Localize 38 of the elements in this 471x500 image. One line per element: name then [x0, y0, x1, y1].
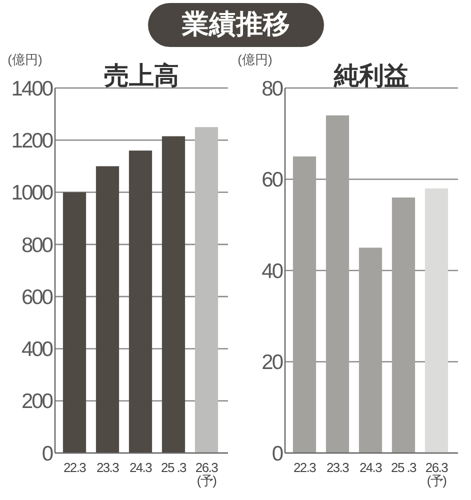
- bar: [62, 192, 86, 453]
- y-tick-label: 400: [21, 338, 53, 362]
- y-tick-label: 60: [262, 168, 283, 192]
- y-tick-label: 200: [21, 390, 53, 414]
- bar: [162, 136, 186, 453]
- y-tick-label: 80: [262, 77, 283, 100]
- bar: [392, 198, 416, 453]
- bar: [424, 188, 448, 453]
- y-tick-label: 1400: [11, 77, 53, 100]
- x-tick-label: 22.3: [63, 460, 86, 475]
- y-tick-label: 20: [262, 351, 283, 374]
- y-tick-label: 600: [21, 286, 53, 309]
- y-tick-label: 0: [272, 442, 283, 466]
- x-tick-label: 23.3: [326, 460, 350, 475]
- x-tick-label: 25 .3: [161, 460, 187, 475]
- y-axis-title: (億円): [8, 52, 42, 67]
- y-tick-label: 1200: [11, 129, 53, 152]
- bar: [326, 115, 350, 453]
- bar: [358, 248, 382, 453]
- chart-title: 純利益: [333, 62, 409, 90]
- y-tick-label: 1000: [11, 182, 53, 205]
- y-tick-label: 0: [42, 442, 53, 466]
- x-tick-label: 26.3 (予): [425, 460, 448, 488]
- x-tick-label: 24.3: [359, 460, 382, 475]
- x-tick-label: 26.3 (予): [195, 460, 218, 488]
- y-tick-label: 40: [262, 260, 283, 283]
- chart-title: 売上高: [104, 62, 179, 90]
- x-tick-label: 24.3: [129, 460, 152, 475]
- x-tick-label: 23.3: [96, 460, 120, 475]
- x-tick-label: 25 .3: [391, 460, 417, 475]
- bar: [128, 150, 152, 453]
- text: 業績推移: [181, 9, 290, 39]
- bar: [194, 127, 218, 453]
- x-tick-label: 22.3: [293, 460, 316, 475]
- bar: [96, 166, 120, 453]
- y-tick-label: 800: [21, 234, 53, 257]
- bar: [292, 156, 316, 453]
- y-axis-title: (億円): [238, 52, 272, 67]
